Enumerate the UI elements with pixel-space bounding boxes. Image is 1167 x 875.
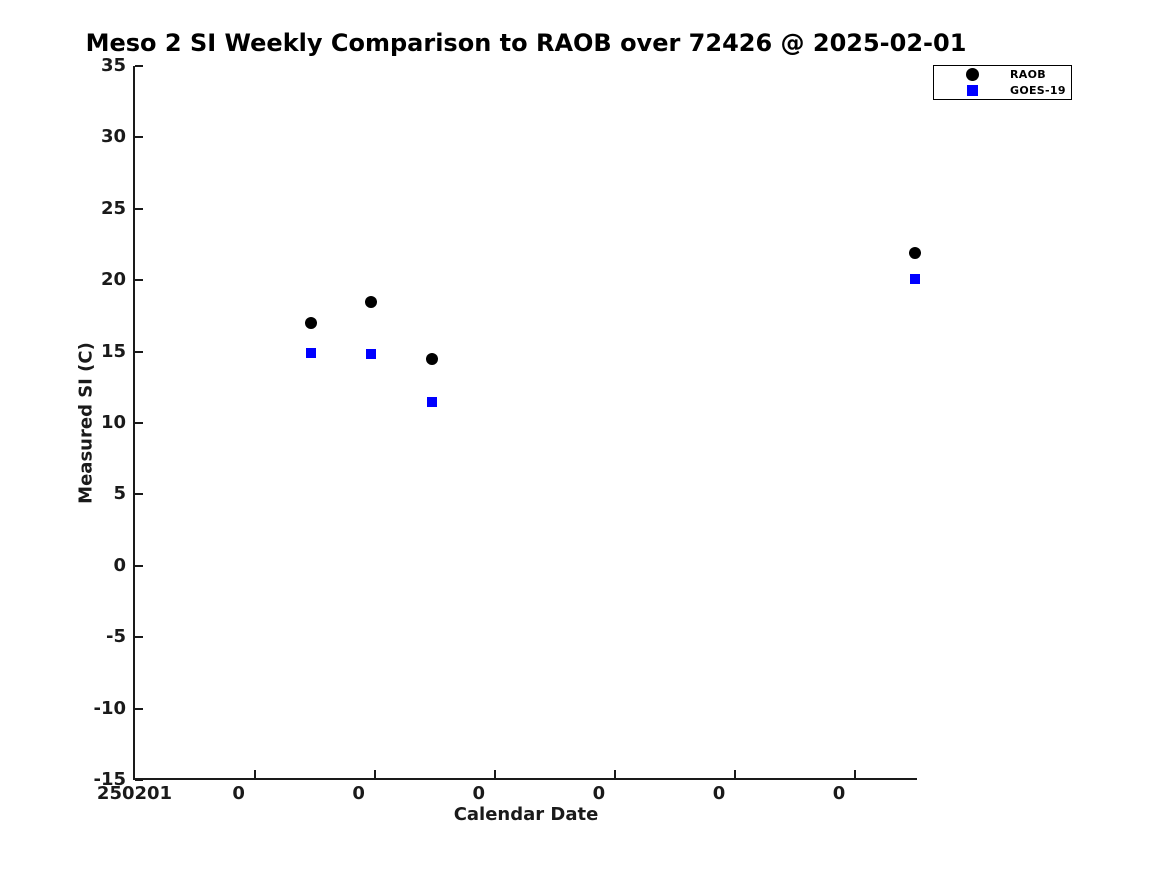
goes19-square-marker-icon [966, 85, 978, 96]
data-point-goes-19 [910, 273, 921, 284]
data-point-raob [305, 317, 318, 330]
y-tick-mark [135, 207, 143, 210]
x-tick-label: 0 [712, 783, 726, 804]
x-tick-label: 0 [592, 783, 606, 804]
x-axis-label: Calendar Date [453, 804, 599, 825]
y-axis-label: Measured SI (C) [75, 342, 97, 504]
legend-label-raob: RAOB [1010, 68, 1046, 81]
x-tick-label: 0 [232, 783, 245, 804]
y-tick-label: 0 [113, 554, 126, 576]
legend-label-goes19: GOES-19 [1010, 84, 1066, 97]
y-tick-mark [135, 65, 143, 67]
legend: RAOB GOES-19 [933, 65, 1072, 100]
legend-entry-raob: RAOB [934, 67, 1071, 83]
y-tick-mark [135, 136, 143, 139]
x-tick-mark [854, 770, 857, 778]
data-point-raob [426, 352, 439, 365]
x-tick-mark [373, 770, 376, 778]
x-tick-mark [733, 770, 736, 778]
y-tick-mark [135, 636, 143, 639]
x-axis-spine [133, 778, 917, 780]
x-tick-mark [493, 770, 496, 778]
x-tick-label: 0 [352, 783, 365, 804]
x-tick-label: 250201 [96, 783, 173, 804]
y-tick-label: -10 [93, 697, 126, 719]
y-tick-label: -15 [93, 769, 126, 791]
legend-entry-goes19: GOES-19 [934, 83, 1071, 99]
x-tick-label: 0 [472, 783, 486, 804]
y-tick-label: 25 [100, 197, 126, 219]
y-tick-label: 5 [113, 483, 126, 505]
y-tick-label: 15 [100, 340, 126, 362]
y-tick-mark [135, 707, 143, 710]
raob-circle-marker-icon [965, 68, 979, 81]
y-tick-label: 30 [100, 126, 126, 148]
data-point-goes-19 [366, 349, 377, 360]
data-point-goes-19 [427, 396, 438, 407]
y-axis-spine [133, 66, 135, 780]
y-tick-mark [135, 564, 143, 567]
chart-title: Meso 2 SI Weekly Comparison to RAOB over… [85, 29, 967, 57]
y-tick-label: 20 [100, 269, 126, 291]
x-tick-mark [253, 770, 256, 778]
y-tick-mark [135, 493, 143, 496]
y-tick-mark [135, 350, 143, 353]
x-tick-label: 0 [832, 783, 846, 804]
y-tick-label: -5 [106, 626, 126, 648]
x-tick-mark [613, 770, 616, 778]
data-point-raob [365, 295, 378, 308]
data-point-raob [909, 247, 922, 260]
y-tick-label: 10 [100, 412, 126, 434]
y-tick-mark [135, 779, 143, 781]
y-tick-label: 35 [100, 55, 126, 77]
y-tick-mark [135, 422, 143, 424]
y-tick-mark [135, 279, 143, 282]
data-point-goes-19 [306, 348, 317, 359]
